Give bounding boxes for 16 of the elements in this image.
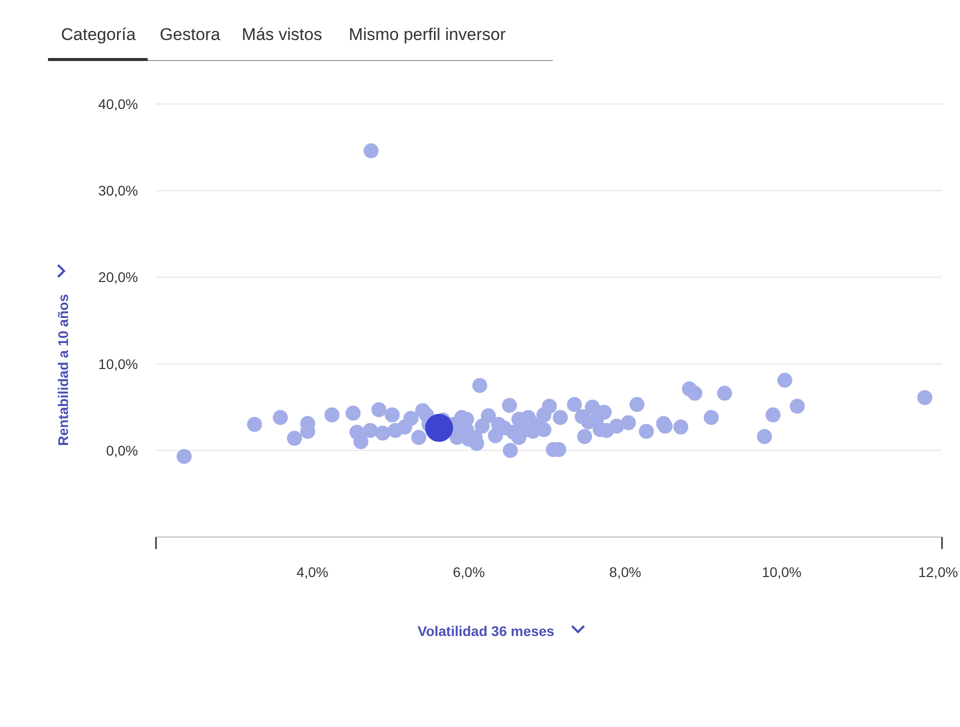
x-axis-title: Volatilidad 36 meses xyxy=(418,623,555,639)
text: Más vistos xyxy=(242,25,322,44)
y-axis-title: Rentabilidad a 10 años xyxy=(55,294,71,446)
x-tick-label: 8,0% xyxy=(609,564,642,580)
y-tick-label: 10,0% xyxy=(98,356,138,372)
x-tick-label: 6,0% xyxy=(452,564,485,580)
x-tick-label: 4,0% xyxy=(296,564,328,580)
y-tick-label: 20,0% xyxy=(98,269,138,286)
text: Gestora xyxy=(160,25,221,44)
text: Categoría xyxy=(61,25,136,44)
y-tick-label: 30,0% xyxy=(98,182,138,199)
y-tick-label: 0,0% xyxy=(106,442,138,458)
x-tick-label: 10,0% xyxy=(762,564,802,580)
text: Mismo perfil inversor xyxy=(348,25,506,44)
x-tick-label: 12,0% xyxy=(918,564,958,580)
y-tick-label: 40,0% xyxy=(98,96,138,112)
